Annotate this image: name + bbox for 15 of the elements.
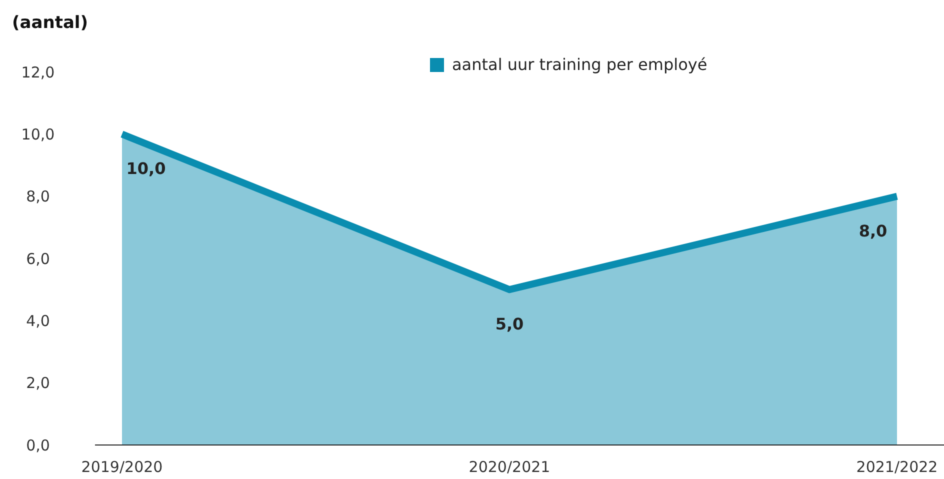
- text: 10,0: [126, 159, 166, 178]
- y-tick-label: 6,0: [26, 250, 50, 268]
- x-tick-label: 2019/2020: [81, 458, 163, 476]
- y-tick-label: 12,0: [21, 63, 55, 82]
- x-tick-label: 2021/2022: [856, 458, 938, 476]
- x-tick-label: 2020/2021: [468, 458, 550, 476]
- y-tick-label: 8,0: [26, 188, 50, 206]
- y-tick-label: 4,0: [26, 312, 50, 330]
- y-axis-title: (aantal): [12, 13, 88, 33]
- legend-label: aantal uur training per employé: [452, 55, 708, 74]
- text: 5,0: [495, 314, 524, 334]
- text: 8,0: [858, 221, 888, 240]
- y-tick-label: 2,0: [26, 374, 50, 392]
- y-tick-label: 0,0: [26, 436, 50, 454]
- y-tick-label: 10,0: [21, 125, 55, 144]
